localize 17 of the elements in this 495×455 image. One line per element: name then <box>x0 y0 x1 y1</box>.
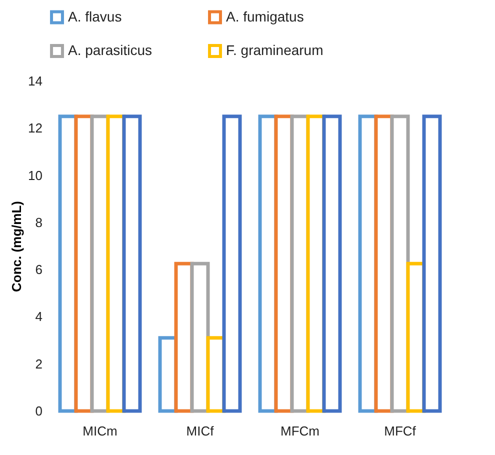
y-tick-label: 8 <box>35 214 42 230</box>
y-tick-label: 4 <box>35 309 42 324</box>
legend-label: A. flavus <box>68 8 122 24</box>
x-tick-label: MFCf <box>384 424 416 438</box>
y-axis-title: Conc. (mg/mL) <box>9 201 24 292</box>
x-tick-label: MICm <box>82 424 118 438</box>
y-tick-label: 14 <box>28 74 42 88</box>
y-tick-label: 6 <box>35 262 42 278</box>
y-tick-label: 2 <box>35 356 42 372</box>
y-tick-label: 0 <box>35 404 42 418</box>
x-tick-label: MICf <box>186 424 214 438</box>
y-tick-label: 12 <box>28 120 42 136</box>
y-tick-label: 10 <box>28 168 42 183</box>
legend-label: F. graminearum <box>226 42 324 58</box>
legend-label: A. parasiticus <box>68 42 152 58</box>
x-tick-label: MFCm <box>280 424 320 438</box>
legend-label: A. fumigatus <box>226 8 304 24</box>
